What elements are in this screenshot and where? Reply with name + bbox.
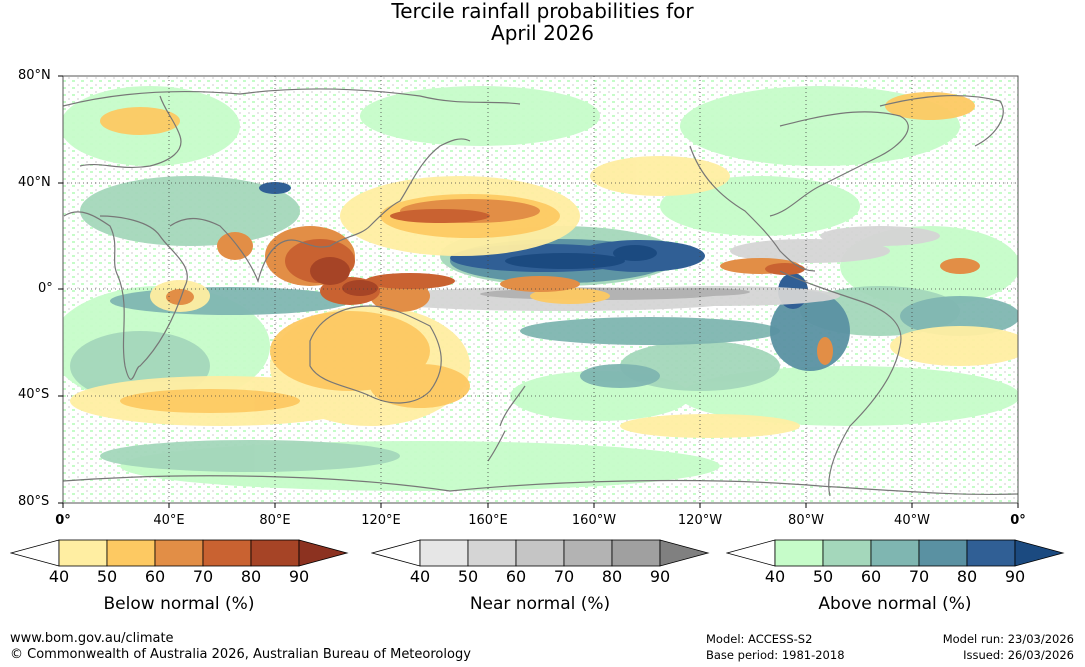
above-normal-title: Above normal (%): [818, 594, 972, 614]
colorbar-segment: [563, 539, 613, 567]
colorbar-tick: 40: [409, 567, 431, 586]
lat-label: 80°N: [18, 68, 51, 83]
colorbar-segment: [870, 539, 920, 567]
above-normal-colorbar: [726, 539, 1065, 567]
lat-label: 0°: [38, 281, 53, 296]
colorbar-segment: [250, 539, 300, 567]
lat-label: 40°N: [18, 175, 51, 190]
colorbar-tick: 50: [457, 567, 479, 586]
colorbar-segment: [467, 539, 517, 567]
chart-subtitle: April 2026: [491, 21, 594, 45]
near-normal-colorbar: [371, 539, 710, 567]
colorbar-segment: [774, 539, 824, 567]
colorbar-segment: [966, 539, 1016, 567]
colorbar-tick: 60: [144, 567, 166, 586]
colorbar-tick: 40: [48, 567, 70, 586]
colorbar-tick: 50: [96, 567, 118, 586]
lon-label: 0°: [55, 513, 71, 528]
probability-field: [63, 76, 1018, 503]
lon-label: 40°E: [153, 513, 185, 528]
colorbar-extend-high: [659, 539, 710, 567]
model-name: Model: ACCESS-S2: [706, 632, 813, 646]
below-normal-colorbar: [10, 539, 349, 567]
colorbar-extend-high: [298, 539, 349, 567]
rainfall-probability-map: [58, 75, 1019, 508]
model-run-date: Model run: 23/03/2026: [942, 632, 1074, 646]
colorbar-extend-high: [1014, 539, 1065, 567]
lon-label: 40°W: [894, 513, 930, 528]
colorbar-tick: 80: [956, 567, 978, 586]
below-normal-title: Below normal (%): [103, 594, 255, 614]
colorbar-segment: [822, 539, 872, 567]
colorbar-segment: [106, 539, 156, 567]
colorbar-segment: [202, 539, 252, 567]
lon-label: 0°: [1010, 513, 1026, 528]
lat-label: 80°S: [18, 494, 50, 509]
colorbar-segment: [611, 539, 661, 567]
lon-label: 80°E: [259, 513, 291, 528]
colorbar-segment: [918, 539, 968, 567]
lat-label: 40°S: [18, 387, 50, 402]
colorbar-tick: 90: [1004, 567, 1026, 586]
colorbar-tick: 50: [812, 567, 834, 586]
colorbar-segment: [515, 539, 565, 567]
colorbar-segment: [58, 539, 108, 567]
colorbar-tick: 70: [553, 567, 575, 586]
colorbar-tick: 60: [860, 567, 882, 586]
near-normal-title: Near normal (%): [469, 594, 611, 614]
issued-date: Issued: 26/03/2026: [963, 648, 1074, 662]
colorbar-tick: 60: [505, 567, 527, 586]
colorbar-extend-low: [10, 539, 60, 567]
colorbar-tick: 80: [601, 567, 623, 586]
lon-label: 120°E: [361, 513, 401, 528]
colorbar-tick: 40: [764, 567, 786, 586]
lon-label: 160°W: [571, 513, 617, 528]
colorbar-tick: 80: [240, 567, 262, 586]
lon-label: 80°W: [788, 513, 824, 528]
website-link[interactable]: www.bom.gov.au/climate: [10, 631, 174, 646]
colorbar-tick: 70: [192, 567, 214, 586]
lon-label: 120°W: [677, 513, 723, 528]
colorbar-tick: 70: [908, 567, 930, 586]
colorbar-tick: 90: [288, 567, 310, 586]
colorbar-segment: [419, 539, 469, 567]
chart-title: Tercile rainfall probabilities for: [391, 0, 694, 23]
base-period: Base period: 1981-2018: [706, 648, 845, 662]
lon-label: 160°E: [468, 513, 508, 528]
colorbar-segment: [154, 539, 204, 567]
colorbar-tick: 90: [649, 567, 671, 586]
coastlines: [63, 88, 1018, 497]
colorbar-extend-low: [371, 539, 421, 567]
copyright-text: © Commonwealth of Australia 2026, Austra…: [10, 647, 471, 662]
colorbar-extend-low: [726, 539, 776, 567]
